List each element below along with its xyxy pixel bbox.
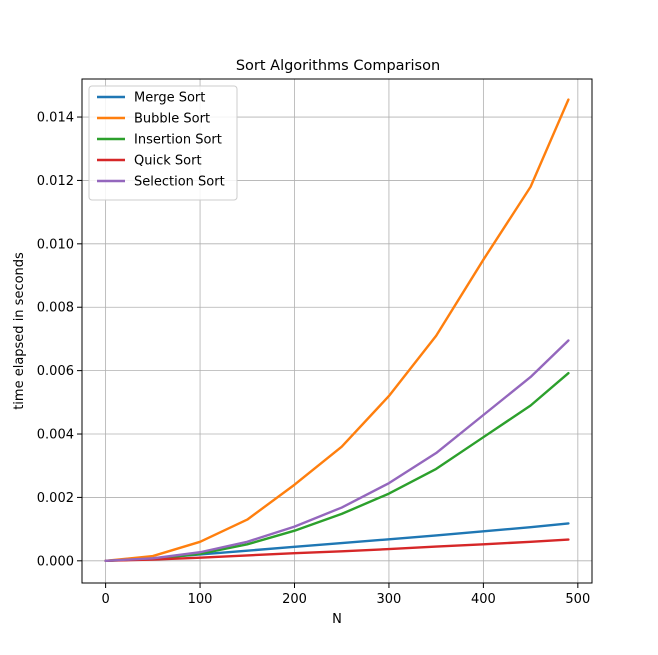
- y-axis-label: time elapsed in seconds: [12, 252, 27, 410]
- legend-label-merge-sort: Merge Sort: [134, 91, 205, 106]
- y-tick-label: 0.014: [37, 111, 74, 126]
- y-tick-label: 0.008: [37, 301, 74, 316]
- legend-label-selection-sort: Selection Sort: [134, 175, 225, 190]
- series-lines: [104, 98, 570, 563]
- series-line-quick-sort: [104, 538, 570, 563]
- grid: [82, 79, 592, 583]
- series-line-selection-sort: [104, 339, 570, 563]
- y-axis-ticks: 0.000 0.002 0.004 0.006 0.008 0.010 0.012 0.014: [37, 111, 82, 569]
- legend-label-bubble-sort: Bubble Sort: [134, 112, 210, 127]
- y-tick-label: 0.006: [37, 364, 74, 379]
- y-tick-label: 0.004: [37, 428, 74, 443]
- chart-title: Sort Algorithms Comparison: [236, 58, 440, 74]
- legend: Merge Sort Bubble Sort Insertion Sort Quick…: [88, 85, 238, 201]
- x-axis-label: N: [332, 612, 342, 627]
- y-tick-label: 0.000: [37, 554, 74, 569]
- x-tick-label: 100: [188, 592, 213, 607]
- series-line-insertion-sort: [104, 371, 570, 563]
- y-tick-label: 0.010: [37, 237, 74, 252]
- x-tick-label: 0: [101, 592, 109, 607]
- x-tick-label: 500: [565, 592, 590, 607]
- x-tick-label: 200: [282, 592, 307, 607]
- plot-frame: [81, 78, 593, 584]
- x-tick-label: 400: [471, 592, 496, 607]
- series-line-bubble-sort: [104, 98, 570, 563]
- legend-label-quick-sort: Quick Sort: [134, 154, 202, 169]
- legend-box: [88, 85, 238, 201]
- y-tick-label: 0.012: [37, 174, 74, 189]
- y-tick-label: 0.002: [37, 491, 74, 506]
- x-axis-ticks: 0 100 200 300 400 500: [101, 583, 590, 607]
- legend-label-insertion-sort: Insertion Sort: [134, 133, 222, 148]
- x-tick-label: 300: [377, 592, 402, 607]
